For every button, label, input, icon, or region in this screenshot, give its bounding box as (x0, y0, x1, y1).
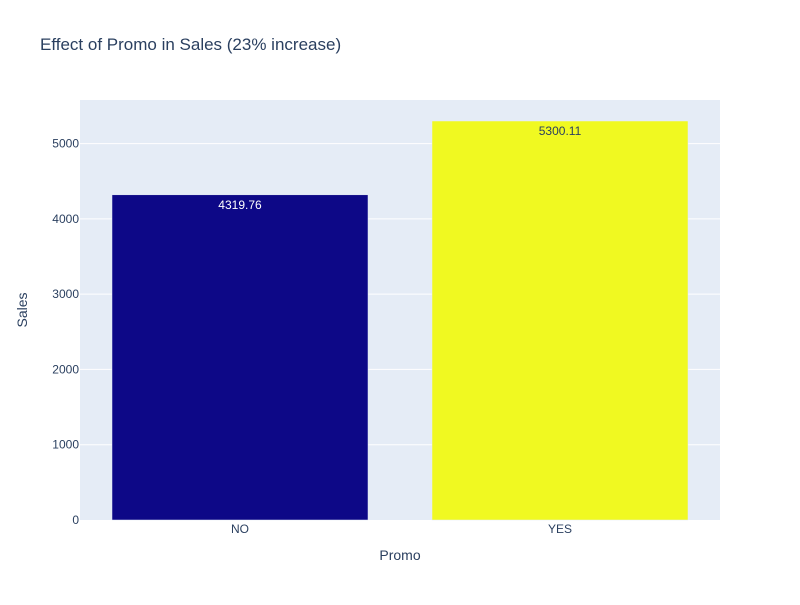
bars (111, 120, 689, 521)
data-label: 5300.11 (539, 124, 582, 138)
y-tick-label: 0 (72, 513, 79, 527)
x-tick-label: NO (231, 522, 249, 536)
chart-title: Effect of Promo in Sales (23% increase) (40, 35, 341, 54)
y-tick-label: 1000 (52, 438, 79, 452)
y-axis-title: Sales (14, 292, 30, 327)
y-tick-label: 3000 (52, 287, 79, 301)
bar-yes (431, 120, 689, 521)
y-tick-label: 4000 (52, 212, 79, 226)
data-labels: 4319.76 5300.11 (218, 124, 581, 212)
data-label: 4319.76 (218, 198, 262, 212)
y-tick-label: 2000 (52, 362, 79, 376)
y-tick-label: 5000 (52, 137, 79, 151)
bar-no (111, 194, 369, 521)
x-axis-ticks: NO YES (231, 522, 572, 536)
x-axis-title: Promo (379, 547, 420, 563)
x-tick-label: YES (548, 522, 572, 536)
y-axis-ticks: 0 1000 2000 3000 4000 5000 (52, 137, 79, 527)
